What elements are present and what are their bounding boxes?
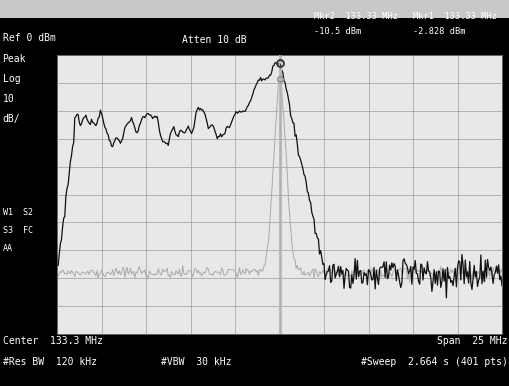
Text: #Sweep  2.664 s (401 pts): #Sweep 2.664 s (401 pts)	[360, 357, 506, 367]
Text: AA: AA	[3, 244, 13, 253]
Text: #VBW  30 kHz: #VBW 30 kHz	[161, 357, 231, 367]
Text: 10: 10	[3, 94, 14, 104]
Text: -10.5 dBm: -10.5 dBm	[313, 27, 360, 36]
Text: Ref 0 dBm: Ref 0 dBm	[3, 33, 55, 43]
Text: Mkr2  133.33 MHz: Mkr2 133.33 MHz	[313, 12, 397, 21]
Text: Atten 10 dB: Atten 10 dB	[182, 35, 246, 45]
Text: Mkr1  133.33 MHz: Mkr1 133.33 MHz	[412, 12, 496, 21]
Text: W1  S2: W1 S2	[3, 208, 33, 217]
Text: S3  FC: S3 FC	[3, 226, 33, 235]
Text: Log: Log	[3, 74, 20, 84]
Text: dB/: dB/	[3, 114, 20, 124]
Text: -2.828 dBm: -2.828 dBm	[412, 27, 465, 36]
Text: Span  25 MHz: Span 25 MHz	[436, 336, 506, 346]
Text: #Res BW  120 kHz: #Res BW 120 kHz	[3, 357, 96, 367]
Text: Peak: Peak	[3, 54, 26, 64]
Text: Center  133.3 MHz: Center 133.3 MHz	[3, 336, 102, 346]
